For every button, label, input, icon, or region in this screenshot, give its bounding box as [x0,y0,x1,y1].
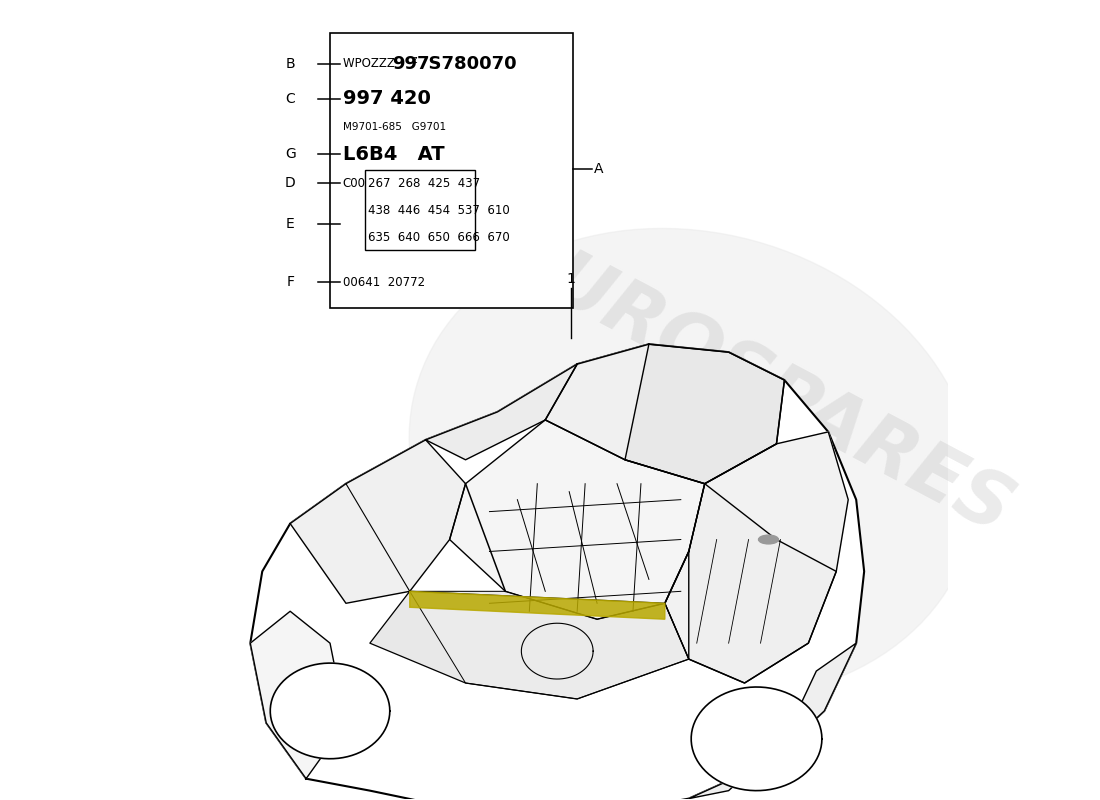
Polygon shape [290,440,465,603]
Polygon shape [664,432,848,683]
Text: C: C [285,92,295,106]
Polygon shape [251,611,346,778]
Text: A: A [594,162,604,176]
Polygon shape [689,484,836,683]
Polygon shape [546,344,784,484]
Polygon shape [409,591,689,699]
Text: B: B [285,57,295,70]
Polygon shape [251,344,865,800]
Polygon shape [271,663,389,758]
Ellipse shape [409,229,977,699]
Text: EUROSPARES: EUROSPARES [490,218,1024,550]
Text: L6B4   AT: L6B4 AT [343,145,444,164]
Bar [330,34,573,308]
Text: D: D [285,176,296,190]
Text: G: G [285,147,296,162]
Polygon shape [691,687,822,790]
Text: E: E [286,217,295,231]
Ellipse shape [759,535,779,544]
Text: 99: 99 [393,54,417,73]
Text: WPOZZZ: WPOZZZ [343,57,403,70]
Text: M9701-685   G9701: M9701-685 G9701 [343,122,446,132]
Text: z: z [411,55,417,66]
Text: 00641  20772: 00641 20772 [343,275,425,289]
Text: 635  640  650  666  670: 635 640 650 666 670 [368,231,510,244]
Text: passion: passion [566,535,683,592]
Polygon shape [625,344,784,484]
Polygon shape [370,591,689,699]
Text: 997 420: 997 420 [343,89,431,108]
Polygon shape [409,591,664,619]
Text: 1: 1 [566,272,575,286]
Polygon shape [426,364,578,460]
Polygon shape [450,420,705,619]
Text: C00: C00 [343,177,366,190]
Bar [365,170,475,250]
Text: 7S780070: 7S780070 [417,54,517,73]
Polygon shape [689,643,856,798]
Text: for parts since 1985: for parts since 1985 [564,582,766,656]
Text: 438  446  454  537  610: 438 446 454 537 610 [368,204,510,217]
Text: F: F [286,275,294,289]
Text: 267  268  425  437: 267 268 425 437 [368,177,481,190]
